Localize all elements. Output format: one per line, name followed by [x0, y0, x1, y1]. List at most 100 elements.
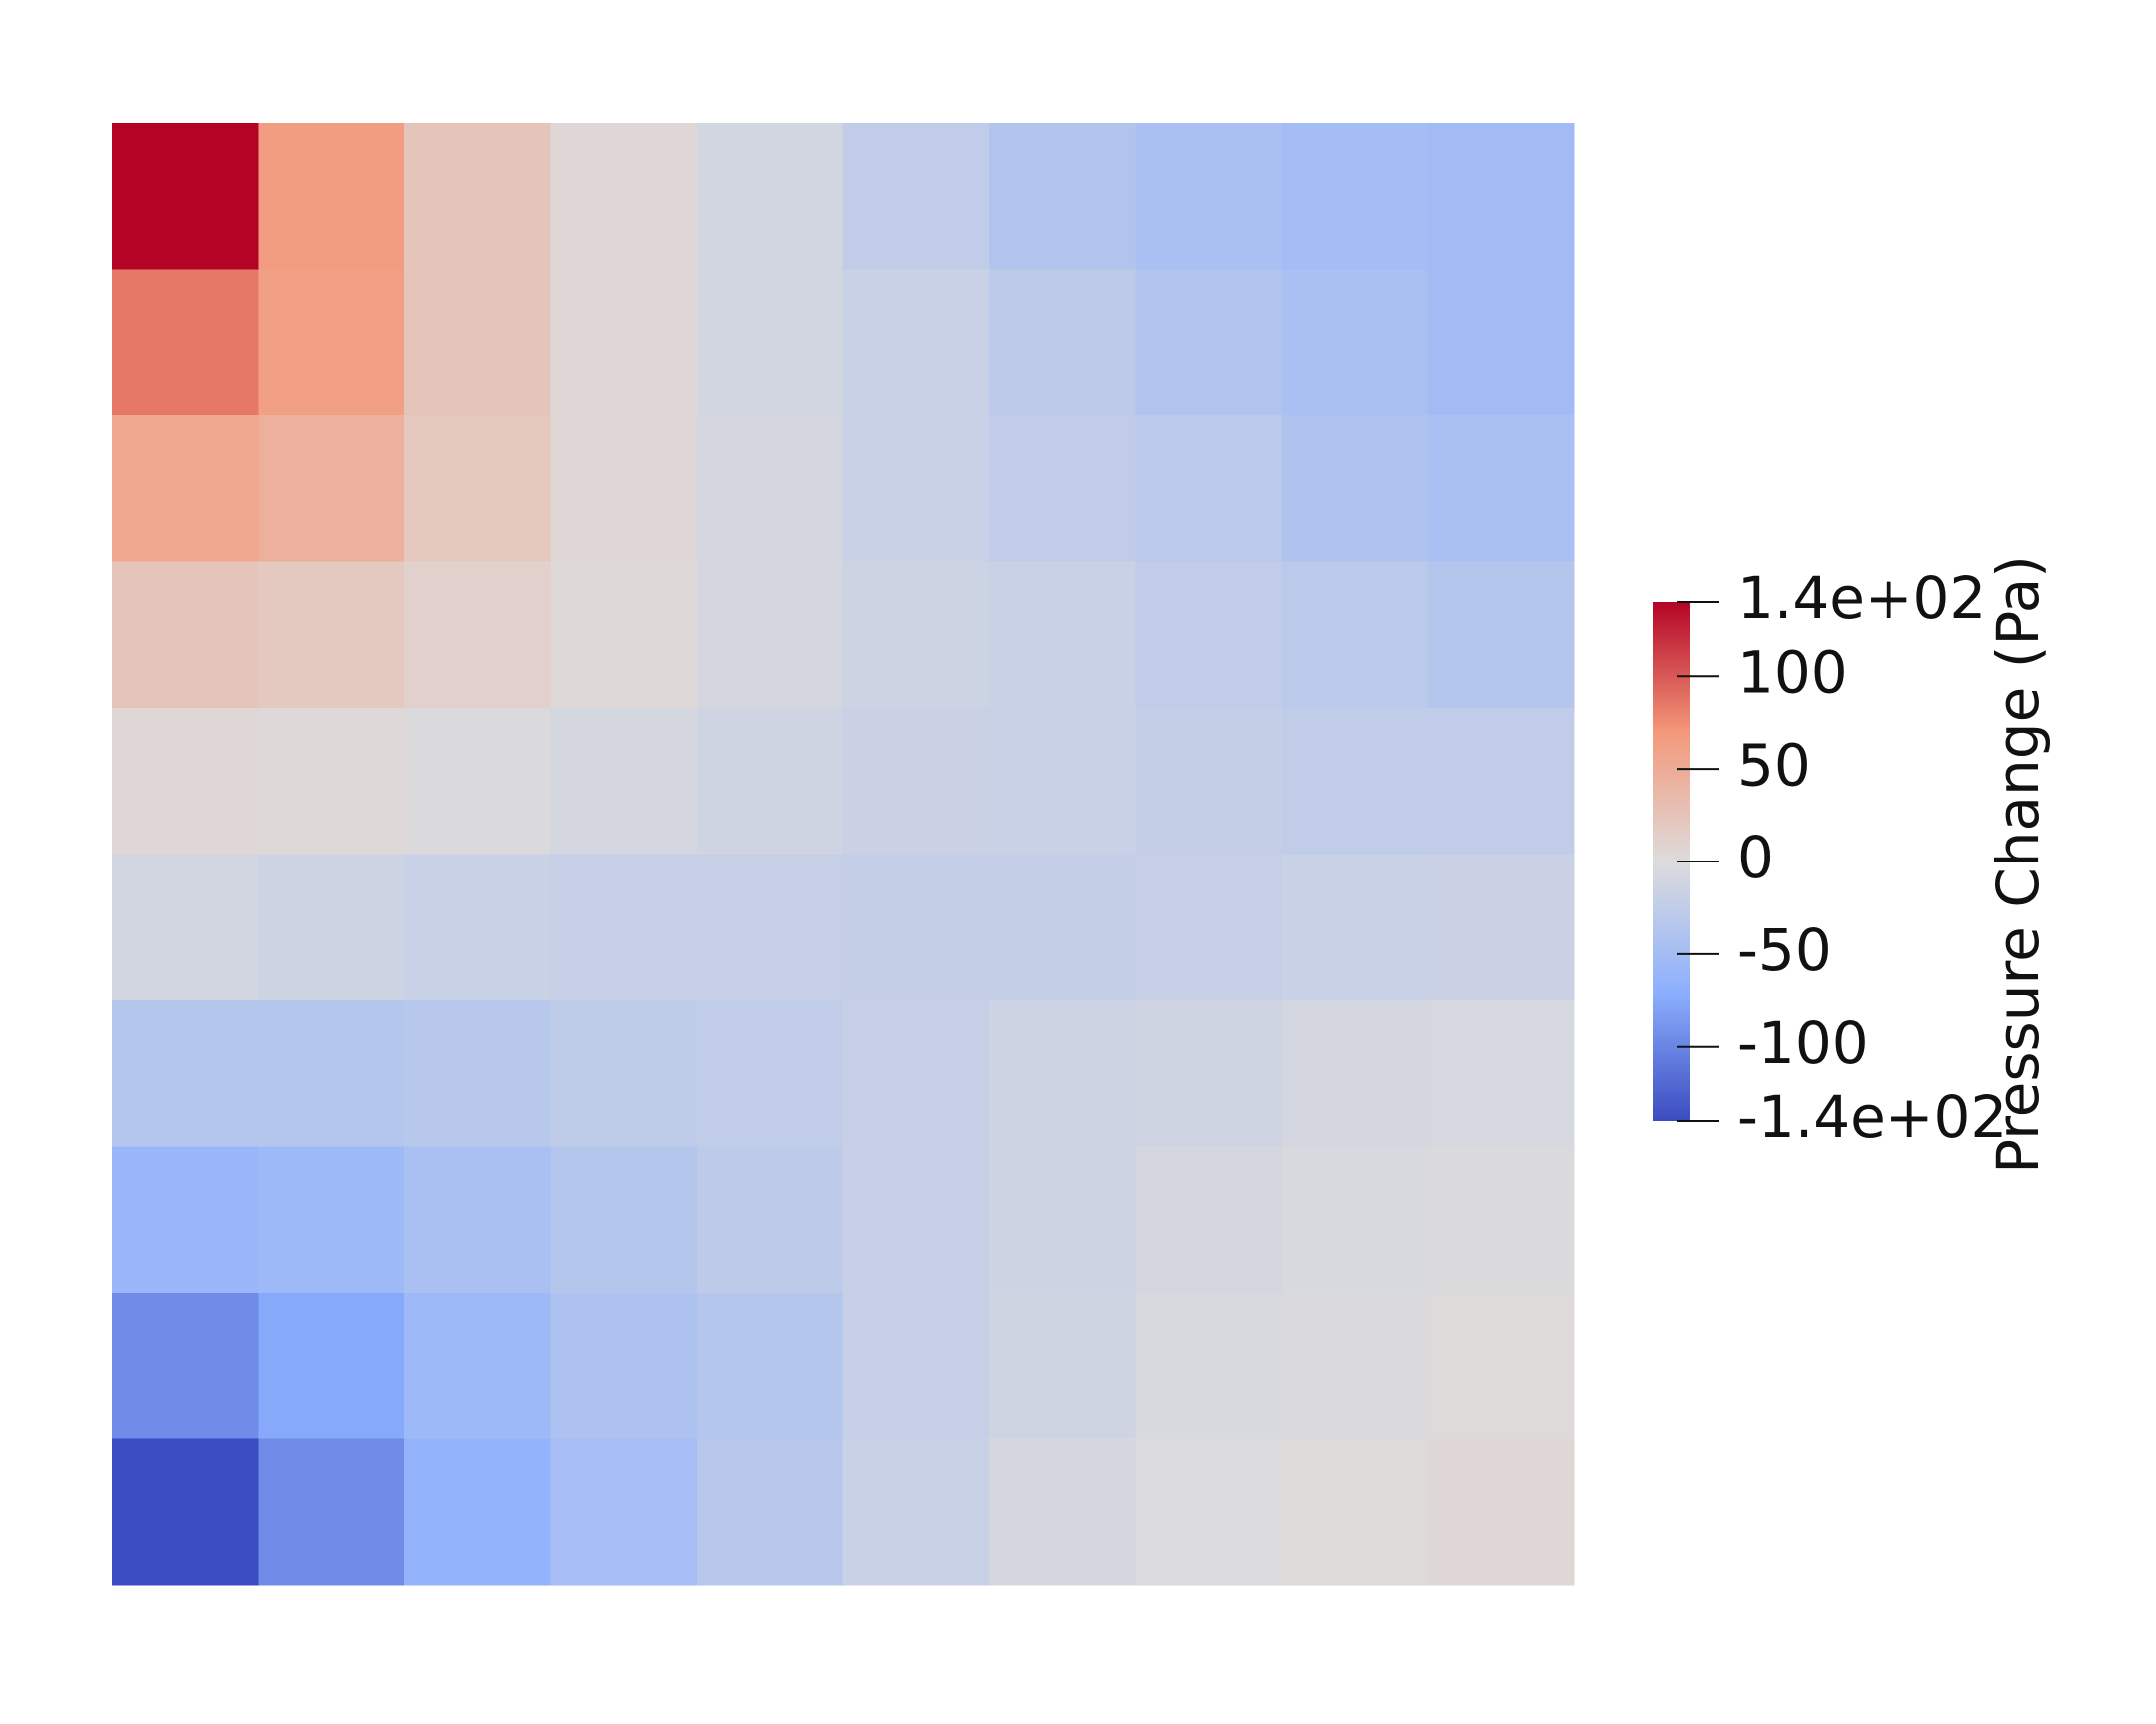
heatmap-cell — [112, 854, 259, 1001]
heatmap-cell — [550, 1146, 698, 1294]
heatmap-cell — [697, 1146, 843, 1294]
heatmap-cell — [404, 1293, 551, 1439]
heatmap-cell — [550, 854, 698, 1001]
heatmap-cell — [1135, 561, 1283, 709]
heatmap-cell — [112, 708, 259, 855]
heatmap-cell — [842, 123, 990, 270]
heatmap-cell — [1427, 1000, 1575, 1147]
heatmap-cell — [989, 708, 1136, 855]
heatmap-cell — [1427, 123, 1575, 270]
heatmap-cell — [112, 1438, 259, 1586]
heatmap-cell — [258, 561, 405, 709]
heatmap-cell — [697, 415, 843, 562]
heatmap-cell — [697, 1438, 843, 1586]
heatmap-cell — [1135, 708, 1283, 855]
heatmap-cell — [842, 1438, 990, 1586]
heatmap-cell — [1427, 1438, 1575, 1586]
colorbar-tick-label: -100 — [1737, 1009, 1869, 1077]
heatmap-cell — [842, 415, 990, 562]
heatmap-cell — [1135, 415, 1283, 562]
colorbar-title: Pressure Change (Pa) — [1984, 555, 2052, 1174]
colorbar-tick-label: -1.4e+02 — [1737, 1083, 2007, 1151]
heatmap-cell — [258, 1000, 405, 1147]
heatmap-cell — [258, 1293, 405, 1439]
heatmap-cell — [550, 1000, 698, 1147]
heatmap-cell — [550, 561, 698, 709]
heatmap-cell — [1427, 854, 1575, 1001]
heatmap-cell — [989, 561, 1136, 709]
heatmap-cell — [404, 1000, 551, 1147]
heatmap-cell — [1135, 269, 1283, 416]
heatmap-cell — [404, 123, 551, 270]
heatmap-cell — [1427, 708, 1575, 855]
heatmap-cell — [989, 1438, 1136, 1586]
heatmap-cell — [258, 708, 405, 855]
heatmap-cell — [697, 708, 843, 855]
heatmap-cell — [1282, 561, 1428, 709]
heatmap-cell — [404, 1146, 551, 1294]
heatmap-cell — [258, 1146, 405, 1294]
heatmap-cell — [404, 854, 551, 1001]
heatmap-cell — [1427, 1146, 1575, 1294]
heatmap-cell — [1282, 415, 1428, 562]
heatmap-cell — [1135, 1146, 1283, 1294]
heatmap-cell — [842, 1000, 990, 1147]
heatmap-cell — [989, 269, 1136, 416]
heatmap-cell — [404, 269, 551, 416]
heatmap-cell — [842, 561, 990, 709]
heatmap-cell — [550, 415, 698, 562]
heatmap-cell — [112, 415, 259, 562]
heatmap-cell — [1135, 1000, 1283, 1147]
heatmap-cell — [258, 123, 405, 270]
heatmap-cell — [1282, 1000, 1428, 1147]
heatmap-cell — [550, 708, 698, 855]
heatmap-cell — [404, 1438, 551, 1586]
heatmap-cell — [697, 561, 843, 709]
heatmap-cell — [550, 1293, 698, 1439]
heatmap-cell — [112, 269, 259, 416]
heatmap-cell — [1135, 1438, 1283, 1586]
heatmap-cell — [989, 854, 1136, 1001]
heatmap-cell — [1282, 1293, 1428, 1439]
heatmap-cell — [404, 561, 551, 709]
heatmap-cell — [989, 1146, 1136, 1294]
heatmap-cell — [1135, 854, 1283, 1001]
heatmap-cell — [842, 1293, 990, 1439]
heatmap-cell — [550, 1438, 698, 1586]
heatmap-cell — [1282, 269, 1428, 416]
heatmap-cell — [697, 1293, 843, 1439]
heatmap-cell — [112, 1293, 259, 1439]
heatmap-cell — [1135, 123, 1283, 270]
heatmap-cell — [1427, 269, 1575, 416]
heatmap-cell — [1282, 854, 1428, 1001]
heatmap-cell — [1282, 1438, 1428, 1586]
heatmap-cell — [1282, 1146, 1428, 1294]
heatmap-cell — [112, 1146, 259, 1294]
heatmap-cell — [112, 1000, 259, 1147]
heatmap-cell — [842, 269, 990, 416]
heatmap-cell — [112, 561, 259, 709]
heatmap-cell — [258, 415, 405, 562]
heatmap-cell — [842, 854, 990, 1001]
heatmap-cell — [989, 1293, 1136, 1439]
heatmap-cell — [404, 415, 551, 562]
colorbar-tick-label: 50 — [1737, 731, 1811, 799]
heatmap-cell — [697, 854, 843, 1001]
heatmap-cell — [550, 269, 698, 416]
colorbar-tick-label: 100 — [1737, 638, 1848, 706]
heatmap-cell — [258, 1438, 405, 1586]
heatmap-cell — [989, 415, 1136, 562]
heatmap-cell — [404, 708, 551, 855]
heatmap-cell — [697, 269, 843, 416]
heatmap-cell — [1282, 708, 1428, 855]
heatmap-cell — [258, 269, 405, 416]
heatmap-cell — [989, 1000, 1136, 1147]
heatmap-cell — [989, 123, 1136, 270]
heatmap-cell — [697, 1000, 843, 1147]
heatmap-cell — [112, 123, 259, 270]
heatmap-cell — [550, 123, 698, 270]
colorbar-tick-label: 1.4e+02 — [1737, 564, 1986, 632]
colorbar-tick-label: 0 — [1737, 824, 1774, 891]
heatmap-cell — [842, 708, 990, 855]
